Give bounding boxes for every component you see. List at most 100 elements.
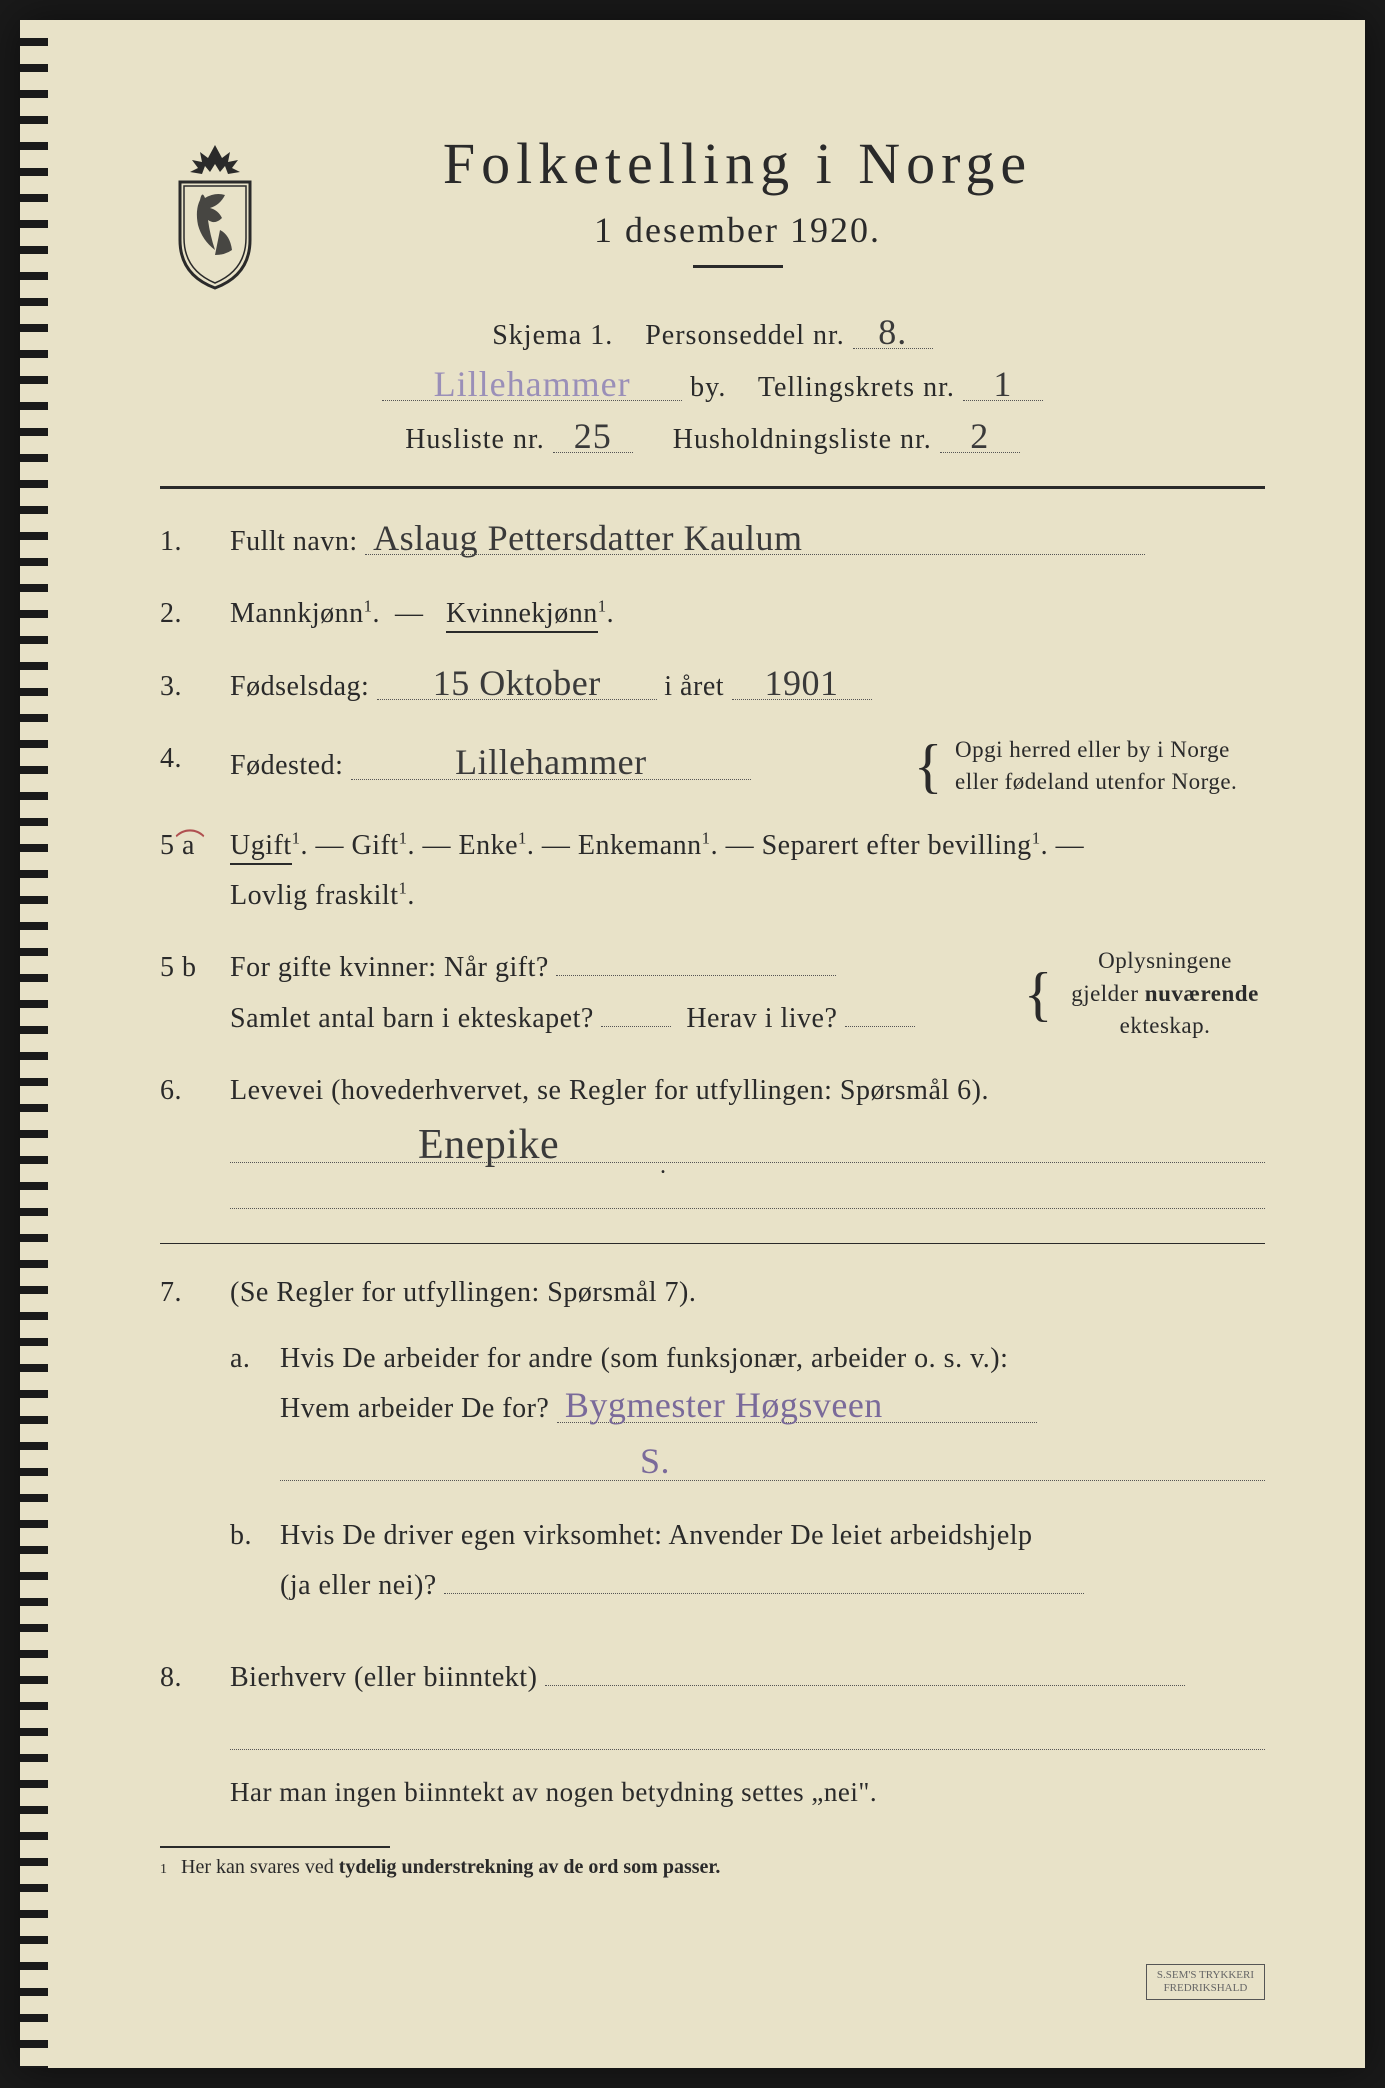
brace-icon: { bbox=[1024, 970, 1053, 1018]
q4-value: Lillehammer bbox=[351, 746, 751, 779]
schema-label: Skjema 1. bbox=[492, 320, 613, 351]
question-1: 1. Fullt navn: Aslaug Pettersdatter Kaul… bbox=[160, 517, 1265, 567]
meta-line-2: Lillehammer by. Tellingskrets nr. 1 bbox=[160, 368, 1265, 404]
meta-line-1: Skjema 1. Personseddel nr. 8. bbox=[160, 316, 1265, 352]
q5a-fraskilt: Lovlig fraskilt bbox=[230, 880, 398, 911]
footnote-rule bbox=[160, 1846, 390, 1848]
q6-num: 6. bbox=[160, 1066, 230, 1218]
q8-fill1 bbox=[545, 1685, 1185, 1686]
main-title: Folketelling i Norge bbox=[310, 130, 1165, 197]
q3-label: Fødselsdag: bbox=[230, 671, 369, 702]
q7a-line3: S. bbox=[280, 1445, 1265, 1481]
q5b-note2: gjelder nuværende bbox=[1065, 978, 1265, 1010]
q7a-value2: S. bbox=[630, 1445, 680, 1477]
q4-note2: eller fødeland utenfor Norge. bbox=[955, 766, 1265, 798]
question-4: 4. Fødested: Lillehammer { Opgi herred e… bbox=[160, 734, 1265, 798]
q3-year: 1901 bbox=[732, 667, 872, 700]
q5b-line2b: Herav i live? bbox=[686, 1003, 837, 1034]
q4-note1: Opgi herred eller by i Norge bbox=[955, 734, 1265, 766]
q7a-letter: a. bbox=[230, 1334, 280, 1491]
q5a-enke: Enke bbox=[459, 830, 519, 861]
q7b-line1: Hvis De driver egen virksomhet: Anvender… bbox=[280, 1520, 1033, 1551]
q7b-line2: (ja eller nei)? bbox=[280, 1570, 437, 1601]
divider bbox=[160, 1243, 1265, 1244]
q4-label: Fødested: bbox=[230, 750, 343, 781]
q1-num: 1. bbox=[160, 517, 230, 567]
footnote-text: Her kan svares ved tydelig understreknin… bbox=[181, 1856, 720, 1879]
instruction: Har man ingen biinntekt av nogen betydni… bbox=[230, 1768, 1265, 1817]
census-form-page: ⌒ Folketelling i Norge 1 desember 1920. … bbox=[20, 20, 1365, 2068]
pencil-mark: ⌒ bbox=[175, 820, 205, 864]
by-name: Lillehammer bbox=[382, 368, 682, 401]
question-2: 2. Mannkjønn1. — Kvinnekjønn1. bbox=[160, 589, 1265, 639]
husholdning-label: Husholdningsliste nr. bbox=[673, 424, 932, 455]
tellingskrets-nr: 1 bbox=[963, 368, 1043, 401]
header: Folketelling i Norge 1 desember 1920. bbox=[160, 130, 1265, 296]
husliste-nr: 25 bbox=[553, 420, 633, 453]
subtitle: 1 desember 1920. bbox=[310, 209, 1165, 251]
stamp-line1: S.SEM'S TRYKKERI bbox=[1157, 1969, 1254, 1982]
question-7b: b. Hvis De driver egen virksomhet: Anven… bbox=[230, 1511, 1265, 1612]
q5b-line1: For gifte kvinner: Når gift? bbox=[230, 952, 549, 983]
q6-line2 bbox=[230, 1173, 1265, 1209]
q3-year-label: i året bbox=[664, 671, 724, 702]
printer-stamp: S.SEM'S TRYKKERI FREDRIKSHALD bbox=[1146, 1964, 1265, 2000]
personseddel-nr: 8. bbox=[853, 316, 933, 349]
husliste-label: Husliste nr. bbox=[405, 424, 545, 455]
q7a-line2: Hvem arbeider De for? bbox=[280, 1393, 549, 1424]
q5b-note1: Oplysningene bbox=[1065, 945, 1265, 977]
q4-num: 4. bbox=[160, 734, 230, 798]
title-block: Folketelling i Norge 1 desember 1920. bbox=[310, 130, 1265, 296]
q2-num: 2. bbox=[160, 589, 230, 639]
q7a-line1: Hvis De arbeider for andre (som funksjon… bbox=[280, 1343, 1008, 1374]
meta-section: Skjema 1. Personseddel nr. 8. Lillehamme… bbox=[160, 316, 1265, 456]
q3-num: 3. bbox=[160, 662, 230, 712]
q5b-num: 5 b bbox=[160, 943, 230, 1044]
q2-mann: Mannkjønn bbox=[230, 598, 364, 629]
footnote-sup: 1 bbox=[160, 1862, 167, 1878]
q5a-gift: Gift bbox=[352, 830, 399, 861]
question-7a: a. Hvis De arbeider for andre (som funks… bbox=[230, 1334, 1265, 1491]
question-3: 3. Fødselsdag: 15 Oktober i året 1901 bbox=[160, 662, 1265, 712]
q5b-fill1 bbox=[556, 975, 836, 976]
q5b-fill3 bbox=[845, 1026, 915, 1027]
personseddel-label: Personseddel nr. bbox=[645, 320, 845, 351]
q5a-separert: Separert efter bevilling bbox=[762, 830, 1032, 861]
question-8: 8. Bierhverv (eller biinntekt) Har man i… bbox=[160, 1653, 1265, 1816]
q7b-letter: b. bbox=[230, 1511, 280, 1612]
by-label: by. bbox=[690, 372, 726, 403]
q7b-fill bbox=[444, 1593, 1084, 1594]
q8-line2 bbox=[230, 1714, 1265, 1750]
q7a-value: Bygmester Høgsveen bbox=[557, 1389, 1037, 1422]
tellingskrets-label: Tellingskrets nr. bbox=[758, 372, 955, 403]
meta-line-3: Husliste nr. 25 Husholdningsliste nr. 2 bbox=[160, 420, 1265, 456]
q5b-note3: ekteskap. bbox=[1065, 1010, 1265, 1042]
question-5b: 5 b For gifte kvinner: Når gift? Samlet … bbox=[160, 943, 1265, 1044]
q1-value: Aslaug Pettersdatter Kaulum bbox=[365, 522, 1145, 555]
q6-value: Enepike bbox=[410, 1127, 567, 1165]
q5a-ugift: Ugift bbox=[230, 830, 292, 865]
q2-kvinne: Kvinnekjønn bbox=[446, 598, 598, 633]
q6-line1: Enepike . bbox=[230, 1127, 1265, 1163]
divider bbox=[160, 486, 1265, 489]
brace-icon: { bbox=[914, 742, 943, 790]
q5a-enkemann: Enkemann bbox=[578, 830, 702, 861]
question-7: 7. (Se Regler for utfyllingen: Spørsmål … bbox=[160, 1268, 1265, 1632]
title-rule bbox=[693, 265, 783, 268]
q3-day: 15 Oktober bbox=[377, 667, 657, 700]
q8-label: Bierhverv (eller biinntekt) bbox=[230, 1662, 537, 1693]
q8-num: 8. bbox=[160, 1653, 230, 1816]
perforation-edge bbox=[20, 20, 48, 2068]
footnote: 1 Her kan svares ved tydelig understrekn… bbox=[160, 1856, 1265, 1879]
stamp-line2: FREDRIKSHALD bbox=[1157, 1982, 1254, 1995]
coat-of-arms-icon bbox=[160, 140, 270, 290]
q7-label: (Se Regler for utfyllingen: Spørsmål 7). bbox=[230, 1277, 696, 1308]
question-5a: 5 a Ugift1. — Gift1. — Enke1. — Enkemann… bbox=[160, 821, 1265, 922]
q5b-line2a: Samlet antal barn i ekteskapet? bbox=[230, 1003, 594, 1034]
q5b-fill2 bbox=[601, 1026, 671, 1027]
husholdning-nr: 2 bbox=[940, 420, 1020, 453]
q1-label: Fullt navn: bbox=[230, 526, 358, 557]
q6-label: Levevei (hovederhvervet, se Regler for u… bbox=[230, 1075, 989, 1106]
question-6: 6. Levevei (hovederhvervet, se Regler fo… bbox=[160, 1066, 1265, 1218]
q7-num: 7. bbox=[160, 1268, 230, 1632]
